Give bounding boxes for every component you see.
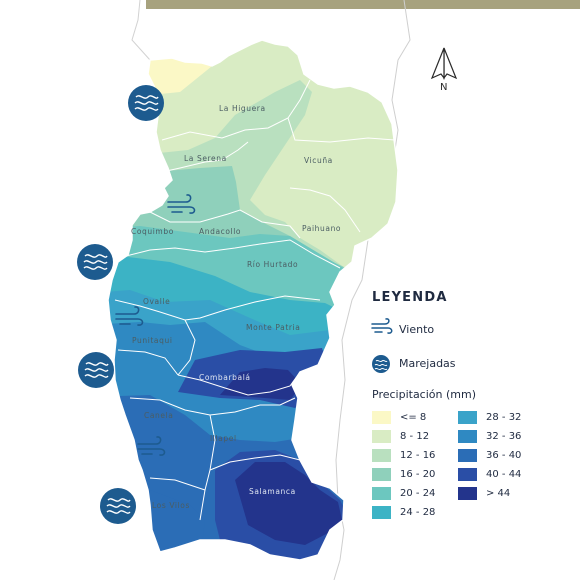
coastline-north (131, 0, 151, 61)
swatch-label: <= 8 (400, 412, 427, 423)
wind-icon (137, 436, 166, 456)
legend-wind-label: Viento (399, 323, 435, 336)
swatch-label: 32 - 36 (486, 431, 522, 442)
label-illapel: Illapel (210, 434, 237, 443)
swatch (372, 487, 391, 500)
precip-class-5: 24 - 28 (372, 506, 435, 519)
label-canela: Canela (144, 411, 173, 420)
north-arrow: N (430, 47, 458, 93)
precip-class-1: 8 - 12 (372, 430, 429, 443)
swatch-label: 24 - 28 (400, 507, 436, 518)
commune-borders (114, 79, 396, 521)
place-labels: La Higuera La Serena Vicuña Coquimbo And… (131, 104, 341, 510)
precip-class-4: 20 - 24 (372, 487, 435, 500)
swatch (458, 411, 477, 424)
label-la-higuera: La Higuera (219, 104, 266, 113)
legend-wave-icon (372, 355, 390, 373)
label-combarbala: Combarbalá (199, 373, 251, 382)
swatch-label: 40 - 44 (486, 469, 522, 480)
swatch-label: 8 - 12 (400, 431, 430, 442)
swatch-label: 20 - 24 (400, 488, 436, 499)
wind-markers (115, 194, 196, 456)
swatch (458, 430, 477, 443)
precip-class-10: > 44 (458, 487, 510, 500)
wave-icon (78, 352, 114, 388)
header-bar (146, 0, 580, 9)
wave-icon (77, 244, 113, 280)
wave-icon (100, 488, 136, 524)
label-monte-patria: Monte Patria (246, 323, 300, 332)
label-la-serena: La Serena (184, 154, 227, 163)
precip-class-6: 28 - 32 (458, 411, 521, 424)
label-rio-hurtado: Río Hurtado (247, 260, 298, 269)
swatch-label: > 44 (486, 488, 511, 499)
swatch-label: 16 - 20 (400, 469, 436, 480)
swatch (372, 430, 391, 443)
swatch (458, 449, 477, 462)
swatch (458, 487, 477, 500)
label-paihuano: Paihuano (302, 224, 341, 233)
swatch-label: 12 - 16 (400, 450, 436, 461)
precip-class-2: 12 - 16 (372, 449, 435, 462)
label-punitaqui: Punitaqui (132, 336, 173, 345)
precip-class-0: <= 8 (372, 411, 426, 424)
legend-title: LEYENDA (372, 290, 448, 305)
wind-icon (167, 194, 196, 214)
wave-icon (128, 85, 164, 121)
label-salamanca: Salamanca (249, 487, 296, 496)
label-ovalle: Ovalle (143, 297, 170, 306)
wind-icon (115, 306, 144, 326)
label-vicuna: Vicuña (304, 156, 333, 165)
label-los-vilos: Los Vilos (152, 501, 190, 510)
legend-wind-icon (371, 318, 393, 334)
precip-class-3: 16 - 20 (372, 468, 435, 481)
label-coquimbo: Coquimbo (131, 227, 174, 236)
north-arrow-icon (443, 47, 458, 80)
precip-class-8: 36 - 40 (458, 449, 521, 462)
swatch (458, 468, 477, 481)
precipitation-legend-title: Precipitación (mm) (372, 388, 477, 401)
swatch (372, 449, 391, 462)
precip-class-7: 32 - 36 (458, 430, 521, 443)
swatch (372, 411, 391, 424)
north-label: N (440, 82, 447, 93)
precip-class-9: 40 - 44 (458, 468, 521, 481)
surge-markers (77, 85, 164, 524)
swatch (372, 506, 391, 519)
swatch (372, 468, 391, 481)
swatch-label: 36 - 40 (486, 450, 522, 461)
label-andacollo: Andacollo (199, 227, 241, 236)
swatch-label: 28 - 32 (486, 412, 522, 423)
legend-surge-label: Marejadas (399, 357, 456, 370)
